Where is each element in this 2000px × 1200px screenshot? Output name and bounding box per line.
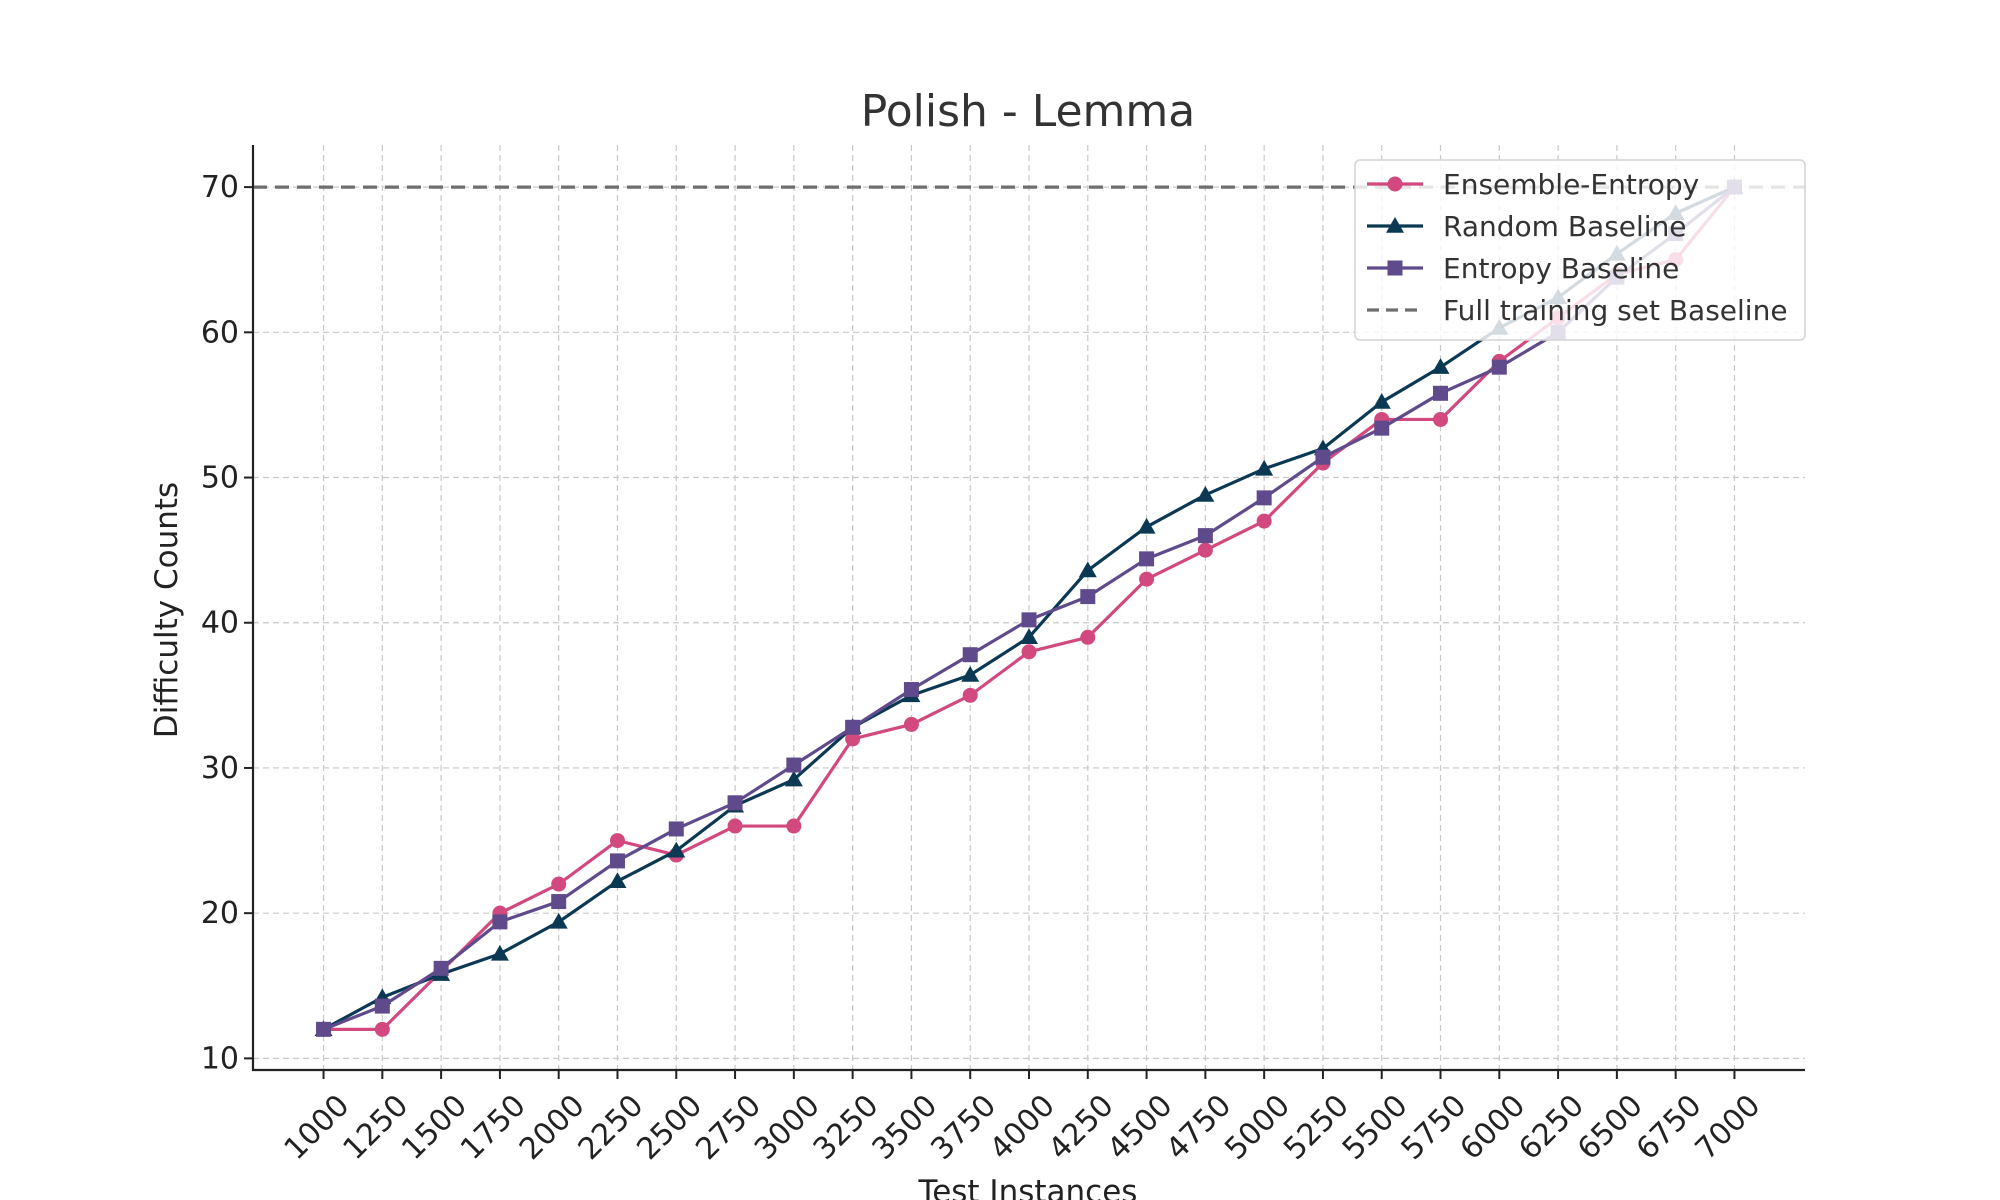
x-tick-label: 1000	[278, 1088, 357, 1167]
x-tick-label: 4500	[1101, 1088, 1180, 1167]
x-tick-label: 5250	[1277, 1088, 1356, 1167]
ensemble-entropy-point	[727, 818, 743, 834]
entropy-baseline-point	[903, 682, 919, 698]
x-tick-label: 5750	[1395, 1088, 1474, 1167]
legend-item-entropy-baseline: Entropy Baseline	[1367, 252, 1679, 285]
chart-title: Polish - Lemma	[861, 86, 1196, 137]
ensemble-entropy-point	[1197, 542, 1213, 558]
random-baseline-point	[1020, 628, 1038, 645]
entropy-baseline-point	[1491, 359, 1507, 375]
entropy-baseline-point	[609, 853, 625, 869]
x-tick-label: 6500	[1571, 1088, 1650, 1167]
x-tick-label: 6750	[1630, 1088, 1709, 1167]
entropy-baseline-point	[1197, 528, 1213, 544]
x-tick-label: 7000	[1689, 1088, 1768, 1167]
y-tick-label: 50	[201, 461, 239, 496]
entropy-baseline-point	[845, 719, 861, 735]
x-tick-label: 2750	[689, 1088, 768, 1167]
x-tick-label: 1250	[337, 1088, 416, 1167]
x-tick-label: 5000	[1218, 1088, 1297, 1167]
x-tick-label: 3500	[866, 1088, 945, 1167]
random-baseline-point	[1431, 358, 1450, 374]
x-tick-label: 2250	[572, 1088, 651, 1167]
legend-marker	[1387, 176, 1403, 192]
x-tick-label: 3000	[748, 1088, 827, 1167]
random-baseline-point	[1078, 561, 1097, 578]
ensemble-entropy-point	[1139, 571, 1155, 587]
x-tick-label: 4000	[983, 1088, 1062, 1167]
entropy-baseline-point	[1433, 385, 1449, 401]
entropy-baseline-point	[551, 894, 567, 910]
x-tick-label: 4750	[1160, 1088, 1239, 1167]
legend-item-ensemble-entropy: Ensemble-Entropy	[1367, 168, 1699, 201]
entropy-baseline-point	[1080, 589, 1096, 605]
random-baseline-point	[1196, 485, 1215, 502]
entropy-baseline-point	[433, 960, 449, 976]
y-tick-label: 30	[201, 751, 239, 786]
random-baseline-point	[1372, 393, 1391, 409]
ensemble-entropy-point	[374, 1021, 390, 1037]
x-tick-label: 6000	[1453, 1088, 1532, 1167]
legend-item-full-training-set-baseline: Full training set Baseline	[1367, 294, 1788, 327]
random-baseline-point	[608, 872, 627, 888]
random-baseline-point	[1255, 459, 1274, 476]
entropy-baseline-point	[492, 914, 508, 930]
ensemble-entropy-point	[1080, 629, 1096, 645]
ensemble-entropy-point	[903, 716, 919, 732]
y-tick-label: 70	[201, 170, 239, 205]
y-axis-title: Difficulty Counts	[149, 482, 185, 738]
legend-marker	[1387, 260, 1403, 276]
y-tick-label: 10	[201, 1041, 239, 1076]
legend: Ensemble-Entropy Random Baseline Entropy B…	[1354, 159, 1806, 341]
legend-item-random-baseline: Random Baseline	[1367, 210, 1687, 243]
entropy-baseline-point	[374, 998, 390, 1014]
y-tick-label: 40	[201, 606, 239, 641]
entropy-baseline-point	[1256, 490, 1272, 506]
x-tick-label: 1500	[395, 1088, 474, 1167]
entropy-baseline-point	[786, 757, 802, 773]
entropy-baseline-point	[1315, 449, 1331, 465]
entropy-baseline-point	[1139, 551, 1155, 567]
legend-label: Ensemble-Entropy	[1443, 168, 1699, 201]
legend-label: Full training set Baseline	[1443, 294, 1788, 327]
entropy-baseline-point	[668, 821, 684, 837]
y-tick-label: 20	[201, 896, 239, 931]
random-baseline-point	[1137, 517, 1156, 534]
random-baseline-point	[549, 912, 568, 929]
x-tick-label: 4250	[1042, 1088, 1121, 1167]
random-baseline-point	[490, 944, 509, 961]
ensemble-entropy-point	[609, 833, 625, 849]
ensemble-entropy-point	[1256, 513, 1272, 529]
x-tick-label: 3250	[807, 1088, 886, 1167]
y-tick-label: 60	[201, 315, 239, 350]
x-tick-label: 3750	[924, 1088, 1003, 1167]
x-tick-label: 6250	[1512, 1088, 1591, 1167]
ensemble-entropy-point	[845, 731, 861, 747]
entropy-baseline-point	[962, 647, 978, 663]
legend-marker	[1386, 217, 1404, 233]
entropy-baseline-point	[727, 795, 743, 811]
entropy-baseline-point	[316, 1021, 332, 1037]
random-baseline-point	[784, 770, 803, 787]
ensemble-entropy-point	[786, 818, 802, 834]
x-tick-label: 2000	[513, 1088, 592, 1167]
ensemble-entropy-point	[551, 876, 567, 892]
legend-label: Random Baseline	[1443, 210, 1687, 243]
ensemble-entropy-point	[1433, 411, 1449, 427]
entropy-baseline-point	[1021, 612, 1037, 628]
x-tick-label: 1750	[454, 1088, 533, 1167]
ensemble-entropy-point	[962, 687, 978, 703]
legend-box	[1354, 159, 1806, 341]
x-tick-label: 5500	[1336, 1088, 1415, 1167]
entropy-baseline-point	[1374, 420, 1390, 436]
legend-label: Entropy Baseline	[1443, 252, 1679, 285]
random-baseline-point	[961, 666, 980, 682]
x-axis-title: Test Instances	[918, 1174, 1138, 1200]
x-tick-label: 2500	[630, 1088, 709, 1167]
random-baseline-point	[667, 841, 686, 858]
ensemble-entropy-point	[1021, 644, 1037, 660]
